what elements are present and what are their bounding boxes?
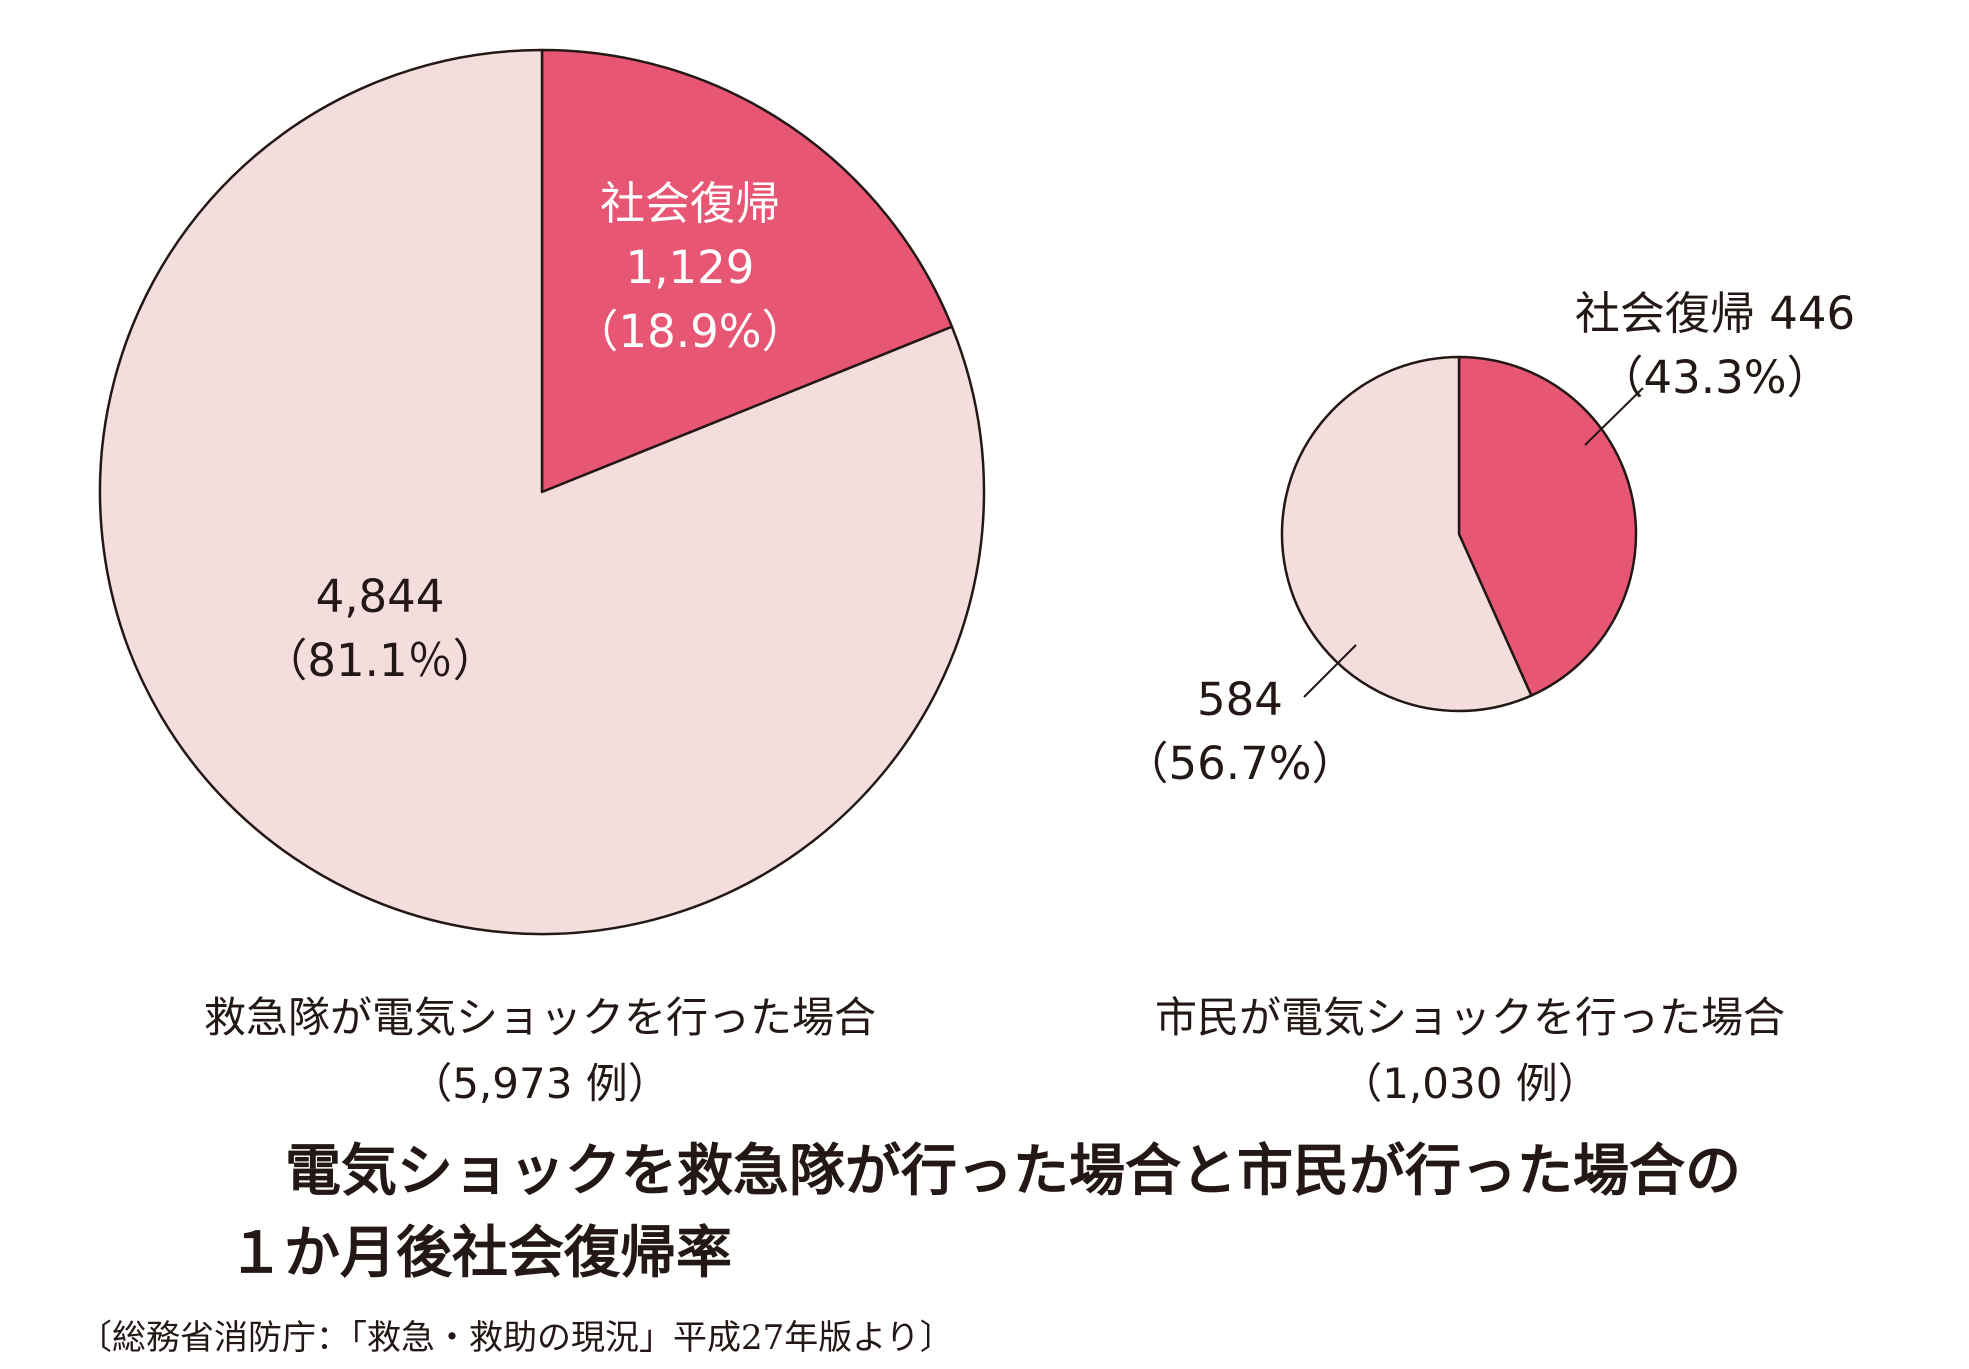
pie2-caption: 市民が電気ショックを行った場合 （1,030 例）: [1030, 985, 1910, 1117]
pie2-other-leader: [1303, 644, 1357, 698]
pie1-total: （5,973 例）: [410, 1059, 670, 1108]
pie1-caption-text: 救急隊が電気ショックを行った場合: [203, 993, 876, 1042]
pie2-social-return-leader: [1584, 387, 1644, 446]
pie1-social-return-value: 1,129: [625, 241, 755, 294]
pie2-social-return-percent: （43.3%）: [1598, 351, 1832, 404]
pie1-social-return-category: 社会復帰: [599, 177, 780, 230]
pie2-total: （1,030 例）: [1340, 1059, 1600, 1108]
figure-title-line2: １か月後社会復帰率: [228, 1221, 732, 1286]
pie1-other-label: 4,844 （81.1％）: [230, 565, 530, 693]
pie1-social-return-percent: （18.9%）: [573, 305, 807, 358]
pie2-social-return-value: 446: [1769, 287, 1856, 340]
pie2-other-percent: （56.7%）: [1123, 737, 1357, 790]
pie1-caption: 救急隊が電気ショックを行った場合 （5,973 例）: [90, 985, 990, 1117]
pie2-slice-other: [1280, 355, 1533, 713]
pie2-other-value: 584: [1197, 673, 1283, 726]
pie1-other-percent: （81.1％）: [262, 634, 498, 687]
pie2-social-return-category: 社会復帰: [1574, 287, 1755, 340]
pie2-other-label: 584 （56.7%）: [1115, 668, 1365, 796]
pie1-social-return-label: 社会復帰 1,129 （18.9%）: [540, 172, 840, 364]
pie2-social-return-label: 社会復帰 446 （43.3%）: [1540, 282, 1890, 410]
pie1-slice-social-return: [540, 48, 954, 494]
pie2-social-return-title: 社会復帰 446: [1540, 282, 1890, 346]
pie-chart-citizen: [1280, 355, 1638, 713]
source-note: 〔総務省消防庁：「救急・救助の現況」平成27年版より〕: [78, 1318, 954, 1358]
leader-lines: [1303, 387, 1644, 698]
pie1-slice-other: [98, 48, 986, 936]
pie2-caption-text: 市民が電気ショックを行った場合: [1154, 993, 1785, 1042]
pie-chart-ambulance: [98, 48, 986, 936]
pie1-other-value: 4,844: [315, 570, 445, 623]
figure-title-line1: 電気ショックを救急隊が行った場合と市民が行った場合の: [285, 1139, 1741, 1204]
pie2-slice-social-return: [1457, 355, 1638, 697]
